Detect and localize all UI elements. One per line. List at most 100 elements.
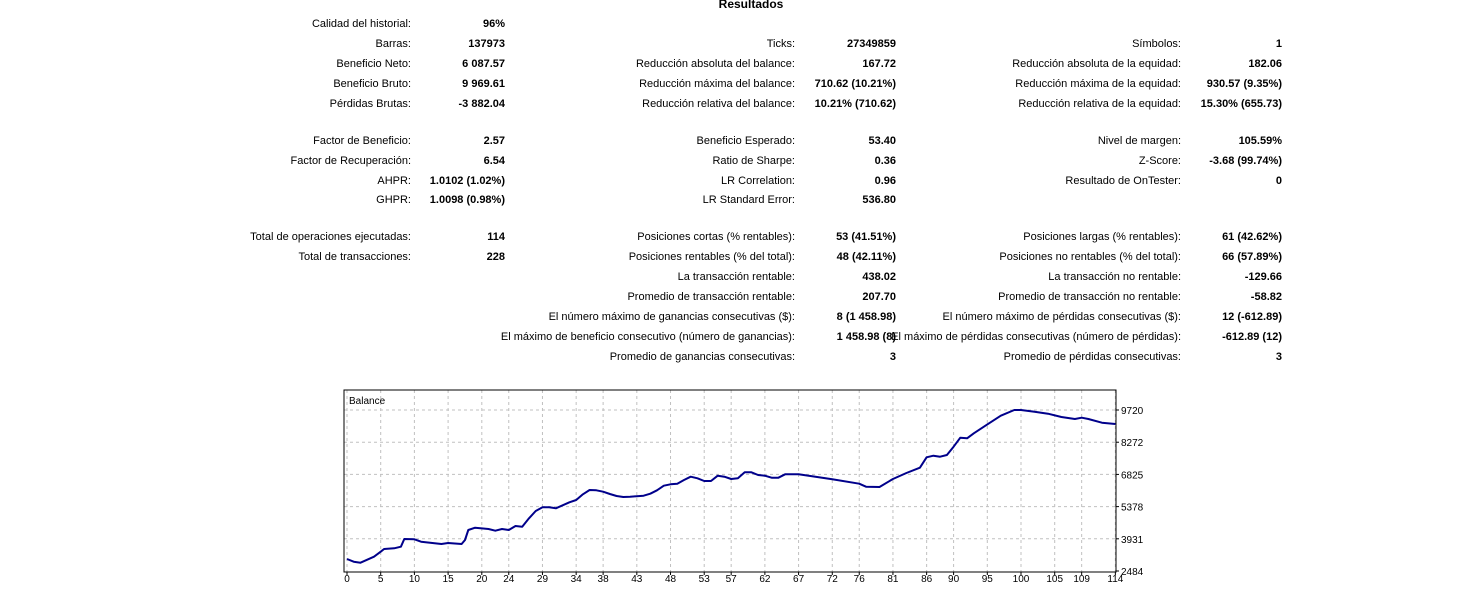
- stat-value: 0.96: [874, 175, 896, 187]
- x-tick-label: 34: [571, 574, 583, 585]
- stat-value: -3.68 (99.74%): [1209, 155, 1282, 167]
- stat-value: 0.36: [874, 155, 896, 167]
- stat-label: Símbolos:: [1132, 38, 1181, 50]
- x-tick-label: 67: [793, 574, 805, 585]
- stat-value: 137973: [468, 38, 505, 50]
- balance-line: [346, 409, 1116, 564]
- stat-label: Posiciones rentables (% del total):: [628, 251, 795, 263]
- y-tick-label: 3931: [1121, 535, 1144, 546]
- y-tick-label: 5378: [1121, 503, 1144, 514]
- stat-value: 1 458.98 (8): [836, 331, 896, 343]
- stat-value: 3: [889, 351, 896, 363]
- stat-label: Promedio de ganancias consecutivas:: [609, 351, 795, 363]
- stat-label: Ratio de Sharpe:: [712, 155, 795, 167]
- balance-chart: 0 5 10 15 20 24 29 34 38 43 48 53 57 62 67 72 76 81 86 90 95…: [343, 389, 1144, 585]
- stat-label: Reducción máxima de la equidad:: [1015, 78, 1181, 90]
- x-tick-label: 29: [537, 574, 549, 585]
- x-tick-label: 105: [1046, 574, 1063, 585]
- stat-label: Reducción absoluta del balance:: [635, 58, 795, 70]
- stat-value: -129.66: [1244, 271, 1282, 283]
- stat-value: 182.06: [1248, 58, 1282, 70]
- stat-label: Nivel de margen:: [1097, 135, 1181, 147]
- x-tick-label: 95: [982, 574, 994, 585]
- stat-label: Beneficio Esperado:: [696, 135, 795, 147]
- stat-value: 438.02: [862, 271, 896, 283]
- x-tick-label: 90: [948, 574, 960, 585]
- stat-label: La transacción no rentable:: [1048, 271, 1181, 283]
- stat-value: 27349859: [847, 38, 896, 50]
- stat-value: -612.89 (12): [1222, 331, 1282, 343]
- stat-label: El máximo de beneficio consecutivo (núme…: [500, 331, 795, 343]
- y-tick-label: 6825: [1121, 470, 1144, 481]
- stat-label: Z-Score:: [1138, 155, 1181, 167]
- stat-value: 114: [487, 231, 505, 243]
- x-tick-label: 0: [344, 574, 350, 585]
- stat-label: Reducción relativa de la equidad:: [1018, 98, 1181, 110]
- stat-label: LR Standard Error:: [702, 194, 795, 206]
- x-tick-label: 62: [759, 574, 771, 585]
- x-tick-label: 57: [726, 574, 738, 585]
- stat-value: 536.80: [862, 194, 896, 206]
- stat-value: 53.40: [868, 135, 896, 147]
- chart-title: Balance: [349, 396, 386, 407]
- x-tick-label: 48: [665, 574, 677, 585]
- x-tick-label: 109: [1073, 574, 1090, 585]
- stat-value: 167.72: [862, 58, 896, 70]
- x-tick-label: 100: [1013, 574, 1030, 585]
- stat-value: 53 (41.51%): [836, 231, 896, 243]
- stat-value: -58.82: [1250, 291, 1282, 303]
- stat-label: Promedio de transacción rentable:: [627, 291, 795, 303]
- stat-value: 1.0098 (0.98%): [429, 194, 505, 206]
- stat-label: Promedio de pérdidas consecutivas:: [1003, 351, 1181, 363]
- stat-label: La transacción rentable:: [677, 271, 795, 283]
- stat-label: Pérdidas Brutas:: [329, 98, 411, 110]
- stat-label: Posiciones cortas (% rentables):: [637, 231, 795, 243]
- x-tick-label: 10: [409, 574, 421, 585]
- stat-value: 1.0102 (1.02%): [429, 175, 505, 187]
- x-tick-label: 20: [476, 574, 488, 585]
- stat-label: Ticks:: [766, 38, 795, 50]
- stat-label: El número máximo de ganancias consecutiv…: [548, 311, 795, 323]
- y-tick-label: 2484: [1121, 567, 1144, 578]
- stat-label: GHPR:: [376, 194, 411, 206]
- x-tick-label: 76: [854, 574, 866, 585]
- stat-label: Beneficio Bruto:: [333, 78, 411, 90]
- stat-value: 15.30% (655.73): [1200, 98, 1282, 110]
- stat-value: 3: [1275, 351, 1282, 363]
- y-tick-label: 8272: [1121, 438, 1144, 449]
- stat-value: 6.54: [483, 155, 505, 167]
- stat-label: Reducción absoluta de la equidad:: [1012, 58, 1181, 70]
- stat-value: 9 969.61: [462, 78, 505, 90]
- stat-value: 105.59%: [1238, 135, 1282, 147]
- stat-label: Posiciones no rentables (% del total):: [999, 251, 1181, 263]
- stat-label: Posiciones largas (% rentables):: [1023, 231, 1181, 243]
- x-tick-label: 5: [378, 574, 384, 585]
- stat-value: 0: [1275, 175, 1282, 187]
- stat-value: 1: [1275, 38, 1282, 50]
- y-tick-label: 9720: [1121, 406, 1144, 417]
- stat-value: 96%: [482, 18, 505, 30]
- stat-label: El número máximo de pérdidas consecutiva…: [942, 311, 1181, 323]
- x-tick-label: 43: [631, 574, 643, 585]
- stat-value: 61 (42.62%): [1222, 231, 1282, 243]
- stat-label: El máximo de pérdidas consecutivas (núme…: [891, 331, 1181, 343]
- stat-label: Calidad del historial:: [311, 18, 411, 30]
- stat-value: 930.57 (9.35%): [1206, 78, 1282, 90]
- x-tick-label: 38: [598, 574, 610, 585]
- stat-label: Barras:: [375, 38, 411, 50]
- stat-value: 8 (1 458.98): [836, 311, 896, 323]
- x-tick-label: 24: [503, 574, 515, 585]
- stat-label: Reducción relativa del balance:: [642, 98, 795, 110]
- stat-label: Total de transacciones:: [298, 251, 411, 263]
- stat-value: 2.57: [483, 135, 505, 147]
- stat-label: Factor de Recuperación:: [290, 155, 411, 167]
- stat-value: 10.21% (710.62): [814, 98, 896, 110]
- stat-value: 66 (57.89%): [1222, 251, 1282, 263]
- stat-label: Resultado de OnTester:: [1065, 175, 1181, 187]
- stat-label: Total de operaciones ejecutadas:: [250, 231, 411, 243]
- stat-value: -3 882.04: [458, 98, 505, 110]
- stat-value: 12 (-612.89): [1222, 311, 1282, 323]
- stat-value: 710.62 (10.21%): [814, 78, 896, 90]
- x-tick-label: 114: [1107, 574, 1123, 585]
- x-tick-label: 81: [887, 574, 899, 585]
